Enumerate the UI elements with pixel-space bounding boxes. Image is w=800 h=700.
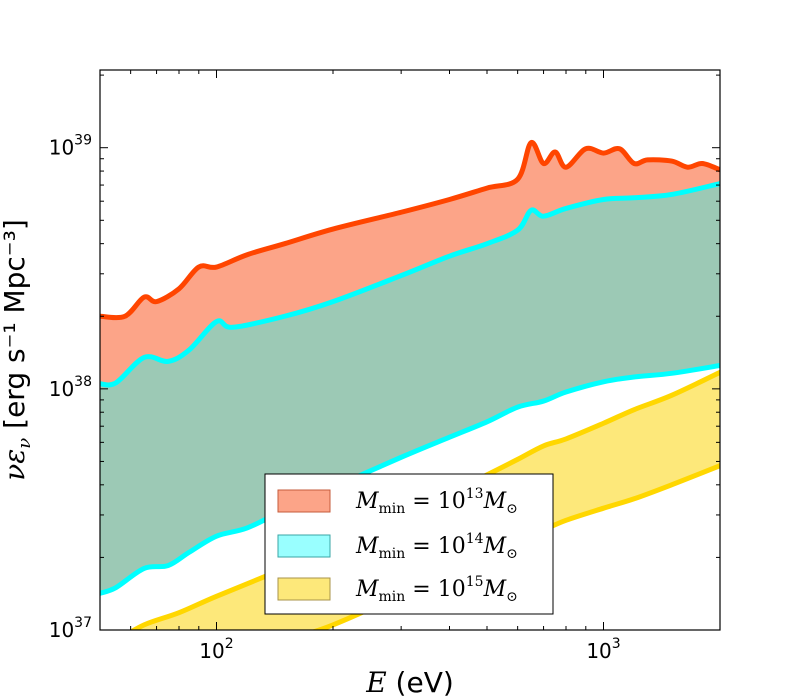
series-2-band <box>100 183 720 594</box>
y-axis-label-var: νε <box>0 449 31 481</box>
series-2-upper-line <box>100 181 720 388</box>
y-tick-label: 1038 <box>49 374 92 401</box>
legend-entry-2: Mmin = 1014M⊙ <box>277 531 518 562</box>
x-axis-label-var: E <box>365 666 386 699</box>
y-axis-label-sub: ν <box>14 438 35 449</box>
y-axis-label-unit: [erg s⁻¹ Mpc⁻³] <box>0 219 31 438</box>
legend-label-2: Mmin = 1014M⊙ <box>355 531 518 562</box>
legend-swatch-1 <box>277 489 331 513</box>
x-axis-label: E (eV) <box>365 666 454 699</box>
series-2-lower-line <box>100 362 720 596</box>
ticks-layer: 1037 1038 1039 102 103 <box>49 70 721 663</box>
x-tick-label: 102 <box>199 636 233 663</box>
legend-swatch-2 <box>277 534 331 558</box>
series-1-upper-line <box>100 140 720 321</box>
legend-entry-1: Mmin = 1013M⊙ <box>277 486 518 517</box>
legend-label-3: Mmin = 1015M⊙ <box>355 574 518 605</box>
legend-swatch-3 <box>277 577 331 601</box>
x-axis-label-unit: (eV) <box>387 666 454 699</box>
y-tick-label: 1039 <box>49 133 92 160</box>
y-axis-label: νεν [erg s⁻¹ Mpc⁻³] <box>0 219 35 481</box>
legend-label-1: Mmin = 1013M⊙ <box>355 486 518 517</box>
legend-entry-3: Mmin = 1015M⊙ <box>277 574 518 605</box>
plot-frame <box>99 69 721 631</box>
x-tick-label: 103 <box>586 636 620 663</box>
legend: Mmin = 1013M⊙ Mmin = 1014M⊙ Mmin = 1015M… <box>264 473 554 615</box>
y-tick-label: 1037 <box>49 615 92 642</box>
